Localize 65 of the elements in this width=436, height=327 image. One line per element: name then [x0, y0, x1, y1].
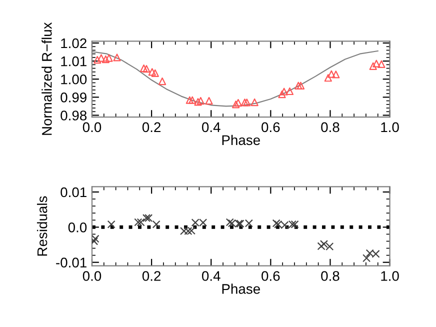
x-tick-label: 0.2: [142, 271, 161, 281]
point: [158, 77, 166, 86]
y-tick-label: 1.00: [61, 74, 87, 84]
y-axis-title: Normalized R−flux: [42, 22, 52, 135]
point: [362, 254, 371, 262]
x-axis-title: Phase: [222, 284, 260, 294]
point: [296, 82, 305, 90]
point: [378, 60, 386, 68]
y-tick-label: 0.98: [60, 110, 87, 120]
point: [92, 237, 98, 246]
x-tick-label: 0.8: [321, 271, 340, 281]
x-tick-label: 0.6: [262, 122, 280, 132]
point: [186, 96, 194, 104]
x-axis-title: Phase: [222, 134, 260, 146]
point: [372, 60, 380, 68]
point: [142, 65, 150, 73]
point: [140, 64, 148, 72]
point: [94, 56, 102, 64]
point: [324, 74, 332, 82]
x-tick-label: 0.2: [142, 122, 161, 132]
x-tick-label: 1.0: [381, 122, 399, 132]
point: [332, 70, 340, 78]
point: [250, 98, 258, 106]
x-tick-label: 0.6: [262, 271, 280, 281]
point: [194, 98, 202, 106]
point: [113, 54, 121, 62]
point: [240, 98, 249, 106]
x-tick-label: 0.4: [202, 122, 220, 132]
point: [243, 98, 251, 106]
point: [280, 88, 288, 96]
point: [196, 96, 204, 105]
y-tick-label: 0.99: [60, 92, 86, 102]
x-tick-label: 1.0: [381, 271, 399, 281]
point: [151, 69, 159, 77]
y-tick-label: -0.01: [56, 258, 86, 268]
y-tick-label: 1.01: [61, 56, 86, 66]
point: [102, 55, 110, 64]
point: [148, 68, 156, 76]
point: [328, 70, 336, 78]
point: [278, 90, 286, 98]
point: [97, 54, 106, 62]
point: [205, 96, 213, 105]
x-tick-label: 0.8: [321, 122, 340, 132]
point: [152, 220, 160, 228]
y-tick-label: 0.0: [68, 222, 87, 232]
point: [286, 87, 294, 96]
y-tick-label: 0.01: [60, 187, 86, 198]
point: [234, 98, 242, 107]
point: [369, 62, 377, 70]
point: [136, 218, 145, 226]
point: [294, 82, 302, 90]
point: [105, 54, 113, 62]
point: [134, 218, 142, 226]
y-axis-title: Residuals: [36, 196, 48, 256]
point: [188, 96, 196, 104]
point: [107, 220, 116, 228]
point: [144, 214, 153, 222]
point: [92, 234, 100, 243]
y-tick-label: 1.02: [61, 38, 86, 48]
point: [232, 100, 240, 108]
point: [142, 214, 151, 222]
x-tick-label: 0.0: [82, 271, 102, 281]
point: [290, 220, 299, 228]
x-tick-label: 0.0: [82, 122, 102, 132]
x-tick-label: 0.4: [202, 271, 220, 281]
